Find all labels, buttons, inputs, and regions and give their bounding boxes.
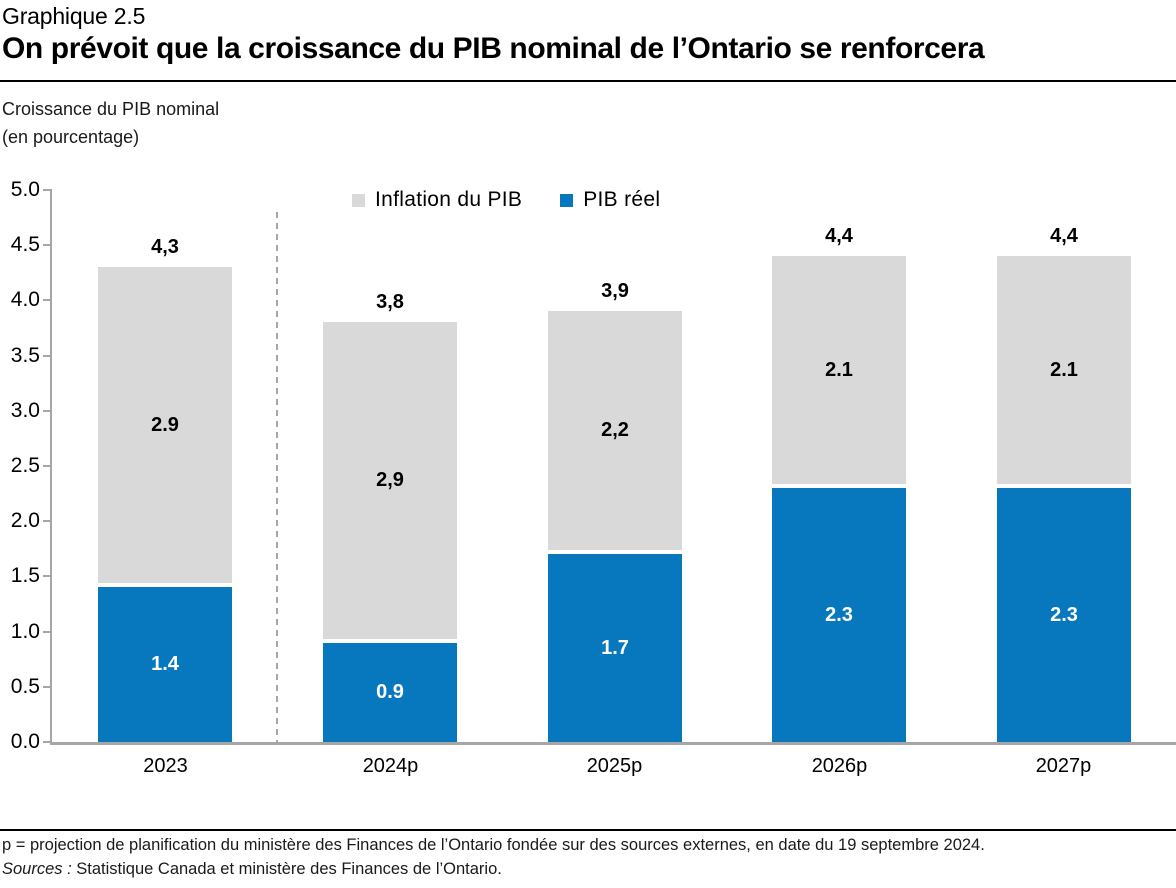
bar-segment-pib-reel-2027p: 2.3: [997, 488, 1131, 742]
x-axis-category-label-2027p: 2027p: [1035, 755, 1092, 777]
y-axis-tick-label: 2.0: [10, 509, 40, 533]
legend-label: Inflation du PIB: [375, 188, 523, 211]
y-axis-tick: [43, 299, 51, 302]
y-axis-tick-label: 0.5: [10, 674, 40, 698]
title-divider: [0, 80, 1176, 82]
sources-text: Statistique Canada et ministère des Fina…: [71, 860, 502, 878]
bar-total-label-2023: 4,3: [151, 236, 179, 259]
chart-title: On prévoit que la croissance du PIB nomi…: [2, 32, 985, 65]
y-axis-tick-label: 3.0: [10, 398, 40, 422]
bar-segment-inflation-du-pib-2024p: 2,9: [323, 322, 457, 643]
bar-total-label-2027p: 4,4: [1050, 225, 1078, 248]
y-axis-line: [50, 189, 52, 742]
legend-item-inflation-du-pib: Inflation du PIB: [352, 188, 522, 212]
y-axis-tick-label: 1.0: [10, 619, 40, 643]
y-axis-tick: [43, 354, 51, 357]
figure-label: Graphique 2.5: [2, 3, 146, 29]
y-axis-tick: [43, 685, 51, 688]
y-axis-tick: [43, 189, 51, 191]
y-axis-title-line2: (en pourcentage): [2, 127, 140, 147]
footnote-projection: p = projection de planification du minis…: [2, 836, 985, 854]
y-axis-tick-label: 1.5: [10, 564, 40, 588]
legend-label: PIB réel: [583, 188, 661, 211]
footer-divider: [0, 829, 1176, 831]
legend-item-pib-reel: PIB réel: [560, 188, 660, 212]
y-axis-tick-label: 5.0: [10, 178, 40, 201]
y-axis-tick: [43, 244, 51, 247]
bar-segment-inflation-du-pib-2025p: 2,2: [548, 311, 682, 555]
x-axis-category-label-2025p: 2025p: [586, 755, 643, 777]
sources-label: Sources :: [2, 860, 72, 878]
y-axis-title-line1: Croissance du PIB nominal: [2, 99, 220, 119]
x-axis-category-label-2023: 2023: [143, 755, 188, 777]
y-axis-tick-label: 4.0: [10, 288, 40, 312]
bar-segment-inflation-du-pib-2027p: 2.1: [997, 256, 1131, 489]
y-axis-tick: [43, 465, 51, 467]
y-axis-tick-label: 0.0: [10, 730, 40, 753]
legend-swatch-icon: [352, 193, 365, 207]
bar-total-label-2024p: 3,8: [376, 291, 404, 314]
chart-legend: Inflation du PIB PIB réel: [352, 188, 660, 212]
bar-total-label-2026p: 4,4: [825, 225, 853, 248]
y-axis-tick-label: 2.5: [10, 454, 40, 477]
y-axis-tick: [43, 520, 51, 523]
bar-segment-pib-reel-2026p: 2.3: [772, 488, 906, 742]
footnote-sources: Sources : Statistique Canada et ministèr…: [2, 860, 502, 879]
projection-separator-line: [276, 212, 278, 742]
legend-swatch-icon: [560, 193, 574, 207]
y-axis-tick: [43, 575, 51, 578]
bar-segment-inflation-du-pib-2026p: 2.1: [772, 256, 906, 489]
y-axis-tick-label: 3.5: [10, 343, 40, 367]
bar-total-label-2025p: 3,9: [601, 280, 629, 303]
bar-segment-pib-reel-2023: 1.4: [98, 587, 232, 742]
x-axis-category-label-2024p: 2024p: [362, 755, 419, 777]
y-axis-tick: [43, 741, 51, 743]
y-axis-tick-label: 4.5: [10, 233, 40, 257]
x-axis-line: [50, 742, 1176, 745]
bar-segment-pib-reel-2024p: 0.9: [323, 642, 457, 742]
y-axis-tick: [43, 630, 51, 633]
bar-segment-pib-reel-2025p: 1.7: [548, 554, 682, 742]
x-axis-category-label-2026p: 2026p: [811, 755, 868, 777]
bar-segment-inflation-du-pib-2023: 2.9: [98, 267, 232, 588]
y-axis-tick: [43, 409, 51, 412]
